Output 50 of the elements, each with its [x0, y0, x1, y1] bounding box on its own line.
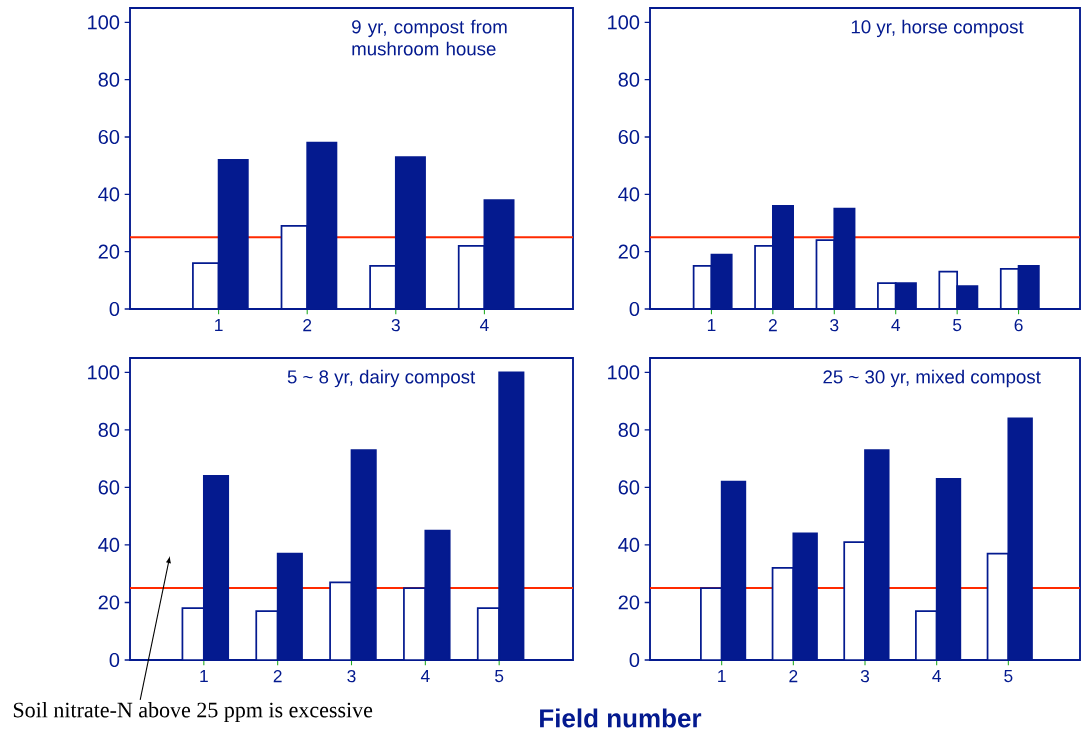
y-tick-label: 0	[629, 301, 640, 317]
y-tick-label: 40	[618, 537, 640, 553]
x-tick-label: 3	[860, 670, 870, 683]
y-tick-label: 80	[618, 422, 640, 437]
x-tick-label: 6	[1014, 319, 1023, 332]
y-tick-label: 80	[98, 72, 120, 87]
x-tick-label: 2	[303, 319, 312, 332]
y-tick-label: 20	[618, 595, 640, 610]
x-tick-label: 2	[789, 670, 798, 683]
y-tick-label: 0	[109, 652, 120, 668]
x-tick-label: 1	[707, 319, 716, 331]
y-tick-label: 0	[109, 301, 120, 317]
x-tick-label: 2	[273, 670, 282, 683]
x-tick-label: 1	[200, 670, 208, 682]
y-tick-label: 20	[98, 595, 120, 610]
y-tick-label: 60	[618, 480, 640, 495]
y-tick-label: 40	[98, 537, 120, 553]
x-tick-label: 4	[932, 670, 941, 682]
x-tick-label: 3	[347, 670, 356, 683]
x-tick-label: 4	[420, 670, 430, 682]
y-tick-label: 80	[98, 422, 120, 437]
y-tick-label: 60	[98, 480, 120, 495]
y-tick-label: 100	[88, 15, 120, 30]
text: 9 yr, compost from mushroom house	[352, 19, 507, 56]
y-tick-label: 60	[98, 129, 120, 145]
x-tick-label: 1	[215, 319, 223, 331]
text: Soil nitrate-N above 25 ppm is excessive	[13, 701, 373, 722]
text: 10 yr, horse compost	[851, 19, 1024, 38]
x-axis-title: Field number	[540, 708, 702, 728]
y-tick-label: 100	[88, 365, 120, 380]
y-tick-label: 60	[618, 129, 640, 145]
y-tick-label: 0	[629, 652, 640, 668]
x-tick-label: 5	[1004, 670, 1013, 683]
x-tick-label: 5	[953, 319, 962, 332]
y-tick-label: 20	[98, 244, 120, 259]
x-tick-label: 3	[830, 319, 839, 332]
text: 5 ~ 8 yr, dairy compost	[287, 369, 476, 388]
y-tick-label: 100	[608, 15, 640, 30]
x-tick-label: 4	[891, 319, 901, 331]
x-tick-label: 5	[495, 670, 504, 683]
y-tick-label: 40	[98, 187, 120, 202]
y-tick-label: 40	[618, 187, 640, 202]
y-tick-label: 80	[618, 72, 640, 87]
x-tick-label: 1	[718, 670, 726, 682]
y-tick-label: 20	[618, 244, 640, 259]
text: 25 ~ 30 yr, mixed compost	[823, 369, 1041, 388]
y-tick-label: 100	[608, 365, 640, 380]
x-tick-label: 4	[479, 319, 489, 331]
x-tick-label: 3	[391, 319, 400, 332]
x-tick-label: 2	[768, 319, 777, 332]
